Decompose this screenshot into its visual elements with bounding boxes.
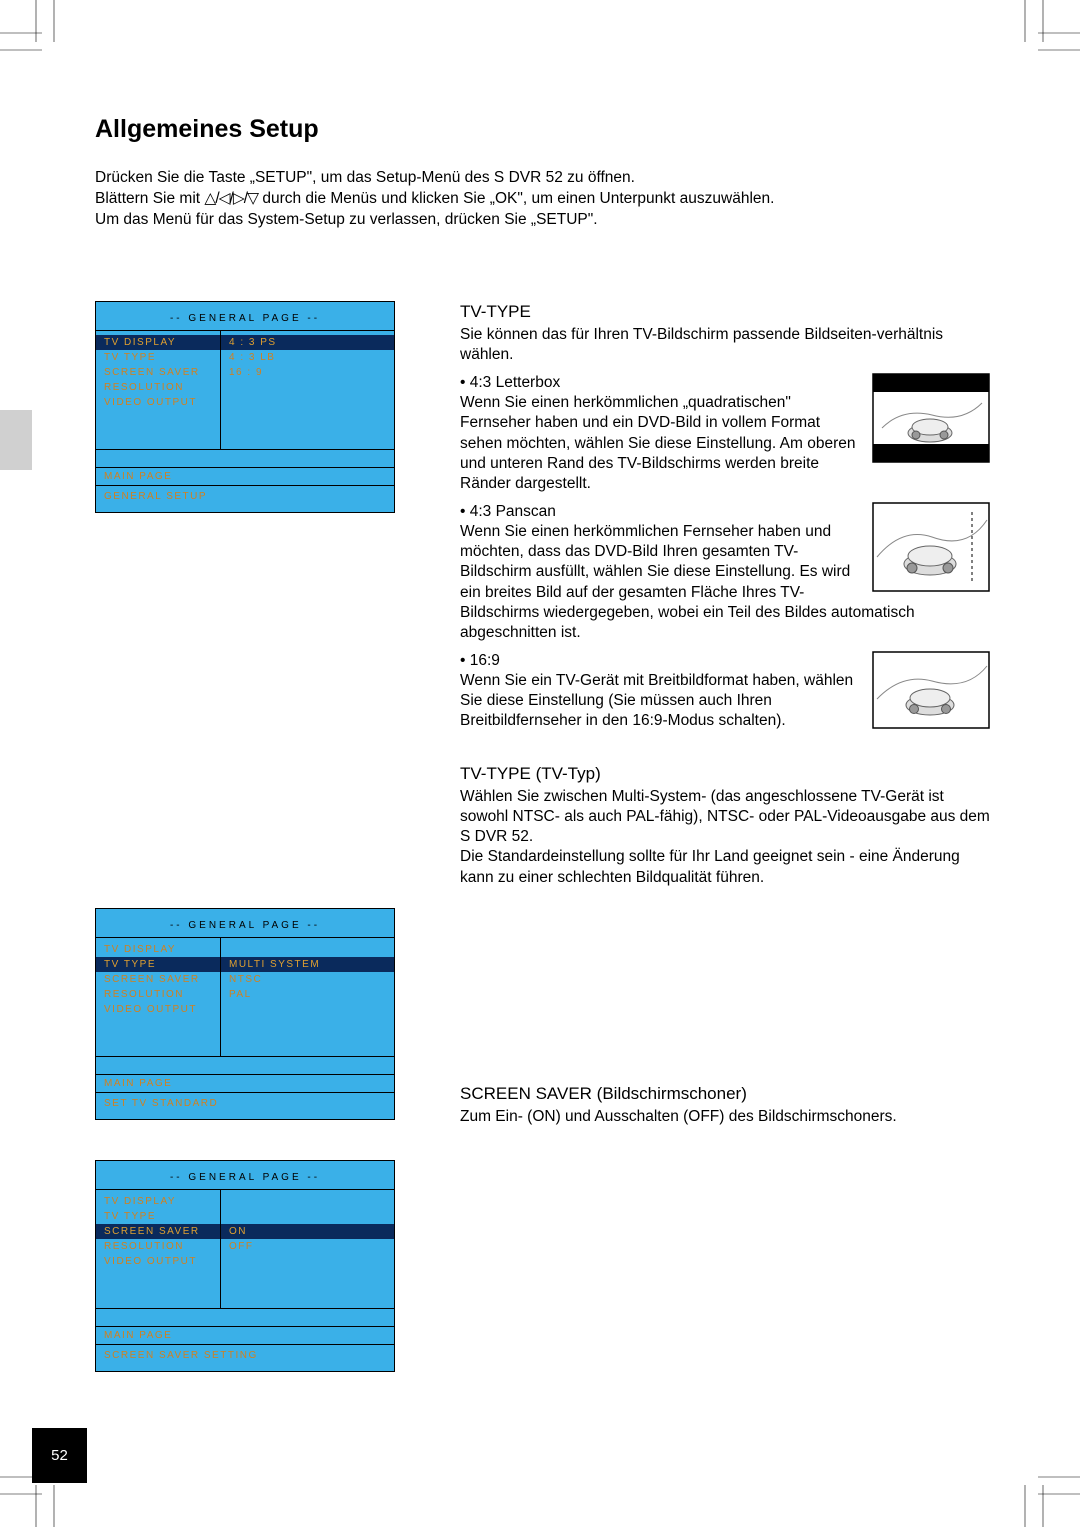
tvtype-intro: Sie können das für Ihren TV-Bildschirm p… (460, 325, 990, 365)
tvtyp-heading: TV-TYPE (TV-Typ) (460, 763, 990, 785)
osd-item-tv-display: TV DISPLAY (96, 335, 220, 350)
intro-text: Drücken Sie die Taste „SETUP", um das Se… (95, 168, 990, 231)
osd-title: -- GENERAL PAGE -- (96, 1169, 394, 1189)
page-number: 52 (32, 1428, 87, 1483)
osd-item-resolution: RESOLUTION (96, 987, 220, 1002)
osd-status: SET TV STANDARD (96, 1093, 394, 1119)
osd-opt-43lb: 4 : 3 LB (221, 350, 394, 365)
osd-item-video-output: VIDEO OUTPUT (96, 395, 220, 410)
osd-item-video-output: VIDEO OUTPUT (96, 1254, 220, 1269)
osd-main-page: MAIN PAGE (96, 468, 394, 486)
osd-opt-169: 16 : 9 (221, 365, 394, 380)
osd-opt-43ps: 4 : 3 PS (221, 335, 394, 350)
page-title: Allgemeines Setup (95, 115, 990, 144)
osd-item-tv-display: TV DISPLAY (96, 942, 220, 957)
screensaver-body: Zum Ein- (ON) und Ausschalten (OFF) des … (460, 1107, 990, 1127)
intro-line-3: Um das Menü für das System-Setup zu verl… (95, 210, 990, 231)
osd-item-resolution: RESOLUTION (96, 1239, 220, 1254)
osd-item-screen-saver: SCREEN SAVER (96, 365, 220, 380)
osd-opt-pal: PAL (221, 987, 394, 1002)
panscan-illustration (872, 502, 990, 592)
osd-main-page: MAIN PAGE (96, 1075, 394, 1093)
osd-tv-standard: -- GENERAL PAGE -- TV DISPLAY TV TYPE SC… (95, 908, 395, 1120)
osd-opt-on: ON (221, 1224, 394, 1239)
tvtype-heading: TV-TYPE (460, 301, 990, 323)
osd-title: -- GENERAL PAGE -- (96, 310, 394, 330)
tvtyp-body1: Wählen Sie zwischen Multi-System- (das a… (460, 787, 990, 847)
side-tab (0, 410, 32, 470)
osd-item-video-output: VIDEO OUTPUT (96, 1002, 220, 1017)
osd-item-screen-saver: SCREEN SAVER (96, 1224, 220, 1239)
osd-opt-ntsc: NTSC (221, 972, 394, 987)
osd-opt-off: OFF (221, 1239, 394, 1254)
intro-line-1: Drücken Sie die Taste „SETUP", um das Se… (95, 168, 990, 189)
osd-title: -- GENERAL PAGE -- (96, 917, 394, 937)
osd-item-tv-type: TV TYPE (96, 1209, 220, 1224)
osd-main-page: MAIN PAGE (96, 1327, 394, 1345)
intro-line-2: Blättern Sie mit △/◁/▷/▽ durch die Menüs… (95, 189, 990, 210)
osd-opt-multi: MULTI SYSTEM (221, 957, 394, 972)
osd-status: GENERAL SETUP (96, 486, 394, 512)
osd-item-screen-saver: SCREEN SAVER (96, 972, 220, 987)
tvtyp-body2: Die Standardeinstellung sollte für Ihr L… (460, 847, 990, 887)
osd-item-tv-display: TV DISPLAY (96, 1194, 220, 1209)
osd-item-tv-type: TV TYPE (96, 350, 220, 365)
osd-item-tv-type: TV TYPE (96, 957, 220, 972)
osd-screen-saver: -- GENERAL PAGE -- TV DISPLAY TV TYPE SC… (95, 1160, 395, 1372)
letterbox-illustration (872, 373, 990, 463)
osd-item-resolution: RESOLUTION (96, 380, 220, 395)
wide-illustration (872, 651, 990, 729)
osd-status: SCREEN SAVER SETTING (96, 1345, 394, 1371)
osd-general-setup: -- GENERAL PAGE -- TV DISPLAY TV TYPE SC… (95, 301, 395, 513)
screensaver-heading: SCREEN SAVER (Bildschirmschoner) (460, 1083, 990, 1105)
